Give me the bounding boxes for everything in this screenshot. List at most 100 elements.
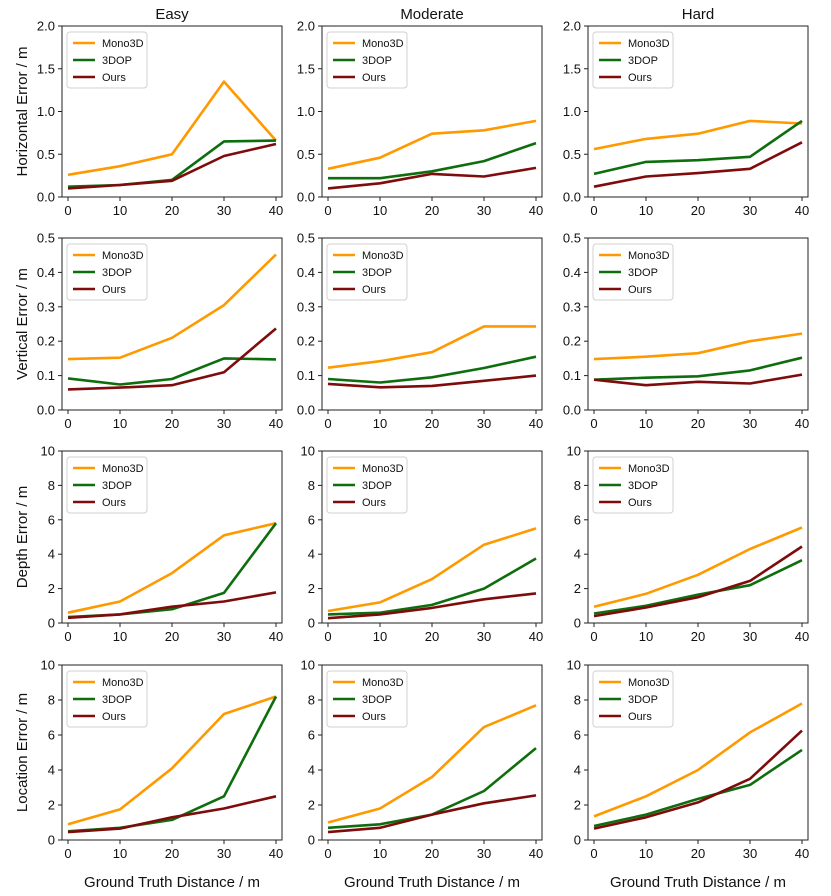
- y-tick-label: 0.5: [297, 147, 315, 162]
- x-tick-label: 30: [477, 846, 491, 861]
- legend-label: Mono3D: [102, 38, 144, 50]
- x-tick-label: 40: [529, 629, 543, 644]
- x-axis-label: Ground Truth Distance / m: [610, 874, 786, 891]
- series-line-ours: [593, 729, 803, 830]
- chart-2-0: 0 2 4 6 8 10 0 10 20 30 40 Mono3D 3DOP Ours: [41, 444, 284, 645]
- legend: Mono3D 3DOP Ours: [592, 31, 674, 89]
- y-tick-label: 0.3: [563, 299, 581, 314]
- x-tick-label: 10: [113, 203, 127, 218]
- y-tick-label: 8: [48, 478, 55, 493]
- x-tick-label: 10: [113, 846, 127, 861]
- y-tick-label: 0.4: [563, 265, 581, 280]
- x-tick-label: 0: [590, 629, 597, 644]
- x-tick-label: 40: [269, 203, 283, 218]
- y-tick-label: 0.5: [563, 231, 581, 246]
- y-tick-label: 0.1: [297, 368, 315, 383]
- x-tick-label: 20: [165, 846, 179, 861]
- series-line-mono3d: [67, 253, 277, 361]
- x-tick-label: 30: [743, 203, 757, 218]
- y-tick-label: 4: [48, 763, 55, 778]
- y-tick-label: 6: [48, 728, 55, 743]
- series-line-ours: [67, 795, 277, 834]
- y-tick-label: 0.0: [37, 403, 55, 418]
- chart-3-2: 0 2 4 6 8 10 0 10 20 30 40 Mono3D 3DOP Ours: [567, 658, 810, 862]
- x-tick-label: 20: [691, 416, 705, 431]
- y-tick-label: 2: [308, 798, 315, 813]
- legend-box: [592, 243, 674, 301]
- series-line-ours: [327, 374, 537, 389]
- y-tick-label: 4: [574, 763, 581, 778]
- series-line-3dop: [328, 141, 537, 180]
- legend-label: 3DOP: [362, 694, 392, 706]
- legend-label: Mono3D: [102, 677, 144, 689]
- y-tick-label: 4: [308, 763, 315, 778]
- x-tick-label: 20: [425, 203, 439, 218]
- x-tick-label: 20: [165, 416, 179, 431]
- column-title: Hard: [682, 6, 715, 23]
- x-tick-label: 30: [217, 629, 231, 644]
- x-tick-label: 10: [373, 203, 387, 218]
- y-tick-label: 10: [41, 444, 55, 459]
- legend-label: Mono3D: [362, 250, 404, 262]
- x-tick-label: 40: [529, 203, 543, 218]
- legend-label: 3DOP: [102, 55, 132, 67]
- chart-3-1: 0 2 4 6 8 10 0 10 20 30 40 Mono3D 3DOP Ours: [301, 658, 544, 862]
- y-tick-label: 2: [48, 798, 55, 813]
- legend-box: [326, 456, 408, 514]
- series-line-ours: [67, 142, 277, 190]
- chart-3-0: 0 2 4 6 8 10 0 10 20 30 40 Mono3D 3DOP Ours: [41, 658, 284, 862]
- y-tick-label: 0.3: [37, 299, 55, 314]
- legend: Mono3D 3DOP Ours: [66, 670, 148, 728]
- legend-label: 3DOP: [362, 267, 392, 279]
- y-tick-label: 2.0: [563, 19, 581, 34]
- y-tick-label: 2: [574, 798, 581, 813]
- legend-label: Ours: [628, 711, 652, 723]
- x-axis-label: Ground Truth Distance / m: [84, 874, 260, 891]
- y-tick-label: 2.0: [297, 19, 315, 34]
- chart-1-0: 0.0 0.1 0.2 0.3 0.4 0.5 0 10 20 30 40 Mono3D 3DOP Our…: [37, 231, 283, 432]
- legend-label: 3DOP: [102, 694, 132, 706]
- x-tick-label: 30: [743, 846, 757, 861]
- legend-label: 3DOP: [362, 480, 392, 492]
- y-tick-label: 0: [574, 616, 581, 631]
- y-tick-label: 8: [574, 693, 581, 708]
- x-tick-label: 0: [324, 416, 331, 431]
- legend-box: [592, 31, 674, 89]
- series-line-mono3d: [67, 521, 277, 614]
- x-tick-label: 10: [639, 203, 653, 218]
- x-tick-label: 10: [113, 416, 127, 431]
- x-tick-label: 30: [477, 629, 491, 644]
- y-tick-label: 8: [308, 478, 315, 493]
- series-line-ours: [67, 591, 277, 620]
- series-line-mono3d: [327, 704, 537, 824]
- y-tick-label: 1.5: [563, 61, 581, 76]
- chart-0-2: 0.0 0.5 1.0 1.5 2.0 0 10 20 30 40 Mono3D 3DOP Ours: [563, 19, 809, 219]
- x-tick-label: 30: [217, 203, 231, 218]
- y-tick-label: 0.2: [563, 334, 581, 349]
- legend: Mono3D 3DOP Ours: [66, 243, 148, 301]
- x-tick-label: 10: [373, 416, 387, 431]
- series-line-mono3d: [593, 526, 803, 608]
- x-tick-label: 30: [477, 416, 491, 431]
- series-line-mono3d: [327, 325, 536, 369]
- series-line-mono3d: [327, 119, 537, 171]
- y-tick-label: 0: [48, 616, 55, 631]
- y-tick-label: 10: [301, 658, 315, 673]
- x-tick-label: 30: [743, 629, 757, 644]
- legend-box: [326, 243, 408, 301]
- legend-label: Ours: [628, 497, 652, 509]
- y-tick-label: 1.0: [297, 104, 315, 119]
- x-tick-label: 20: [691, 203, 705, 218]
- y-tick-label: 0: [48, 833, 55, 848]
- y-tick-label: 4: [48, 547, 55, 562]
- x-axis-label: Ground Truth Distance / m: [344, 874, 520, 891]
- column-title: Moderate: [400, 6, 463, 23]
- chart-2-1: 0 2 4 6 8 10 0 10 20 30 40 Mono3D 3DOP Ours: [301, 444, 544, 645]
- legend: Mono3D 3DOP Ours: [66, 31, 148, 89]
- y-tick-label: 2: [48, 581, 55, 596]
- y-axis-label: Depth Error / m: [14, 486, 31, 589]
- series-line-3dop: [327, 557, 537, 616]
- x-tick-label: 30: [743, 416, 757, 431]
- x-tick-label: 40: [795, 203, 809, 218]
- y-tick-label: 0.0: [297, 190, 315, 205]
